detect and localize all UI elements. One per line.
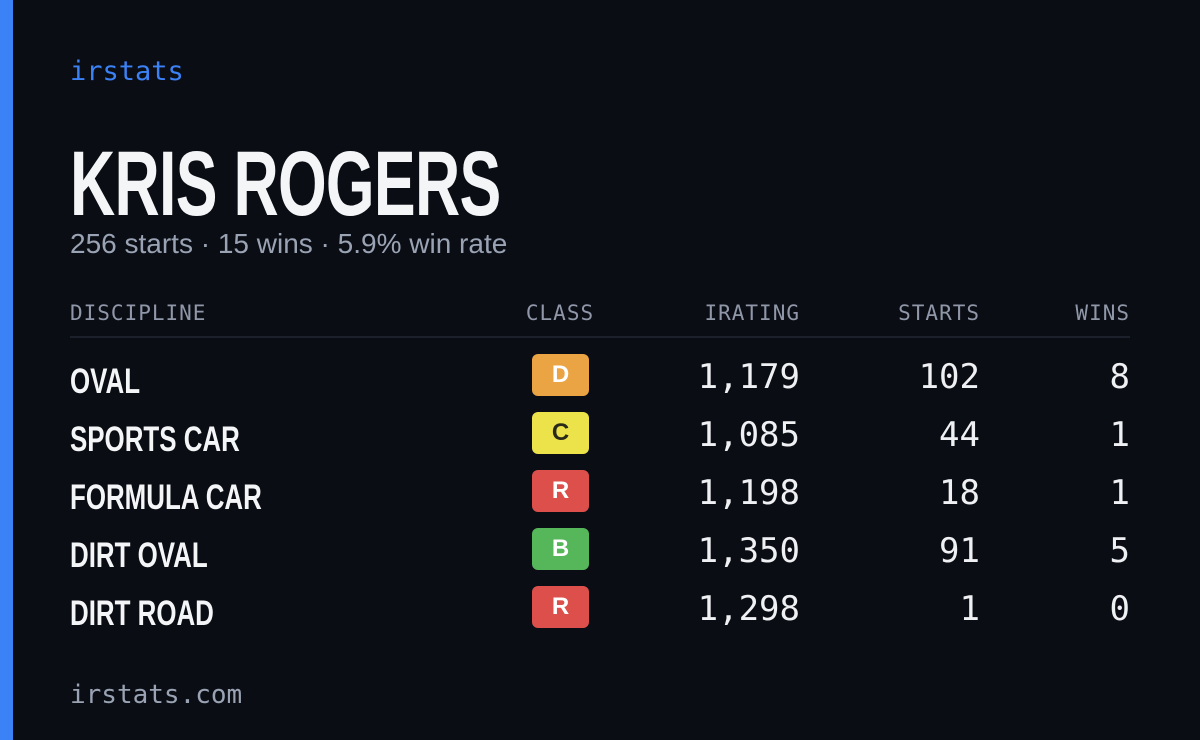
discipline: DIRT OVAL (70, 536, 208, 575)
starts-value: 18 (939, 473, 980, 513)
class-badge: D (532, 354, 589, 396)
column-header: STARTS (898, 301, 980, 325)
wins-value: 1 (1109, 415, 1130, 455)
subtitle: 256 starts · 15 wins · 5.9% win rate (70, 228, 508, 259)
column-header: CLASS (525, 301, 595, 325)
class-badge: B (532, 528, 589, 570)
discipline: OVAL (70, 362, 141, 401)
wins-value: 5 (1109, 531, 1130, 571)
wins-value: 1 (1109, 473, 1130, 513)
discipline: FORMULA CAR (70, 478, 262, 517)
irating-value: 1,198 (697, 473, 800, 513)
column-header: DISCIPLINE (70, 301, 207, 325)
brand: irstats (70, 56, 184, 87)
irating-value: 1,350 (697, 531, 800, 571)
starts-value: 1 (959, 589, 980, 629)
class-badge: R (532, 470, 589, 512)
starts-value: 44 (939, 415, 980, 455)
class-badge: R (532, 586, 589, 628)
column-header: WINS (1075, 301, 1130, 325)
irating-value: 1,298 (697, 589, 800, 629)
wins-value: 8 (1109, 357, 1130, 397)
starts-value: 91 (939, 531, 980, 571)
divider (70, 336, 1130, 338)
discipline: DIRT ROAD (70, 594, 214, 633)
driver-name: KRIS ROGERS (70, 133, 501, 235)
starts-value: 102 (918, 357, 980, 397)
irating-value: 1,085 (697, 415, 800, 455)
class-badge: C (532, 412, 589, 454)
irating-value: 1,179 (697, 357, 800, 397)
accent-bar (0, 0, 13, 740)
column-header: IRATING (704, 301, 800, 325)
discipline: SPORTS CAR (70, 420, 240, 459)
footer: irstats.com (70, 680, 243, 710)
wins-value: 0 (1109, 589, 1130, 629)
